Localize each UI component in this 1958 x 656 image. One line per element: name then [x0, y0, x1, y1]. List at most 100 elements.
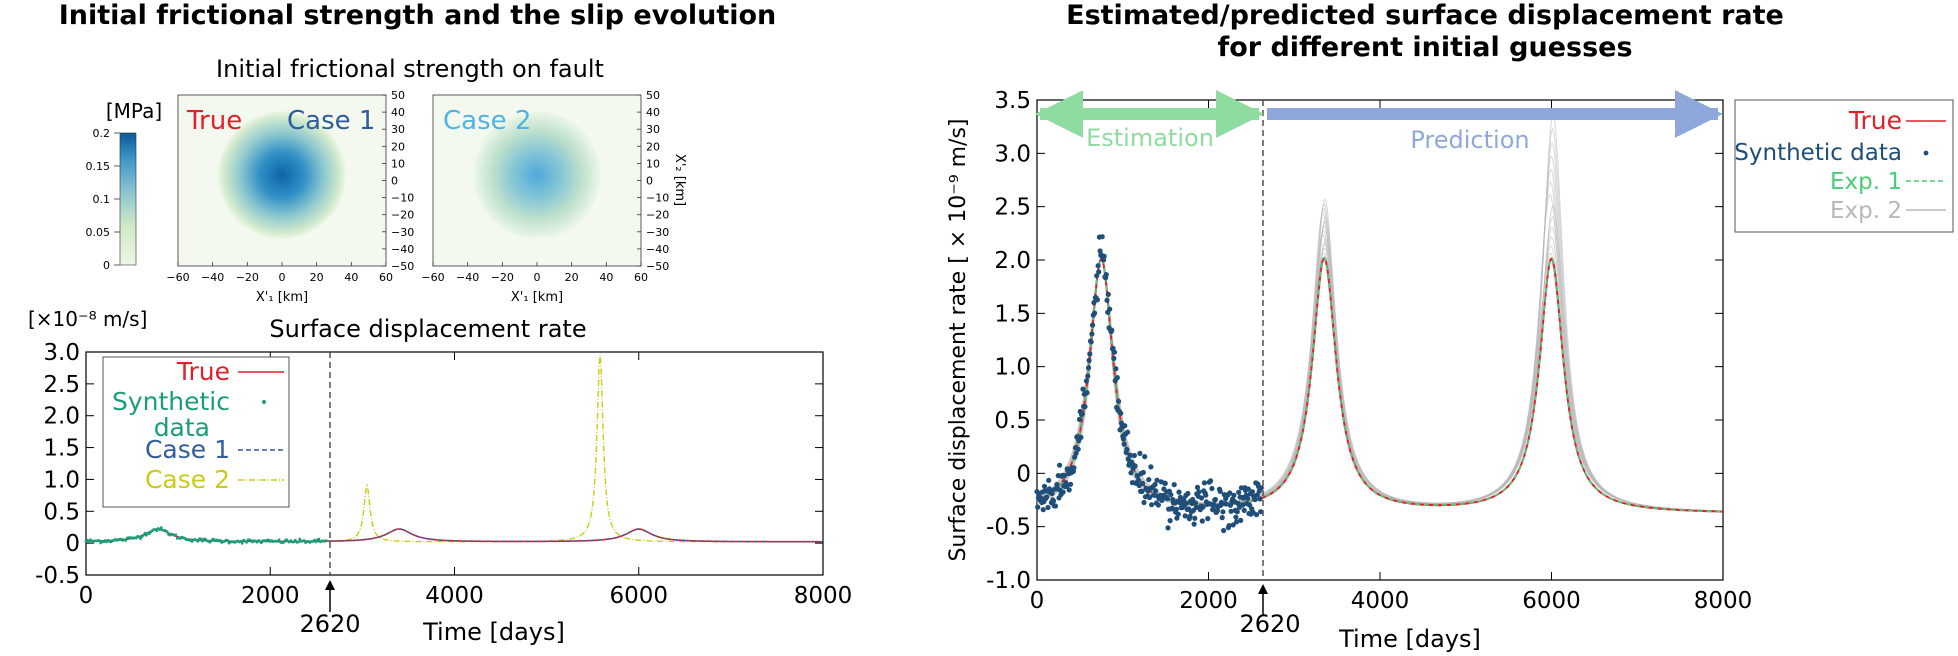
synthetic-data-point: [1220, 509, 1226, 515]
right-axes: 0 2000 4000 6000 80003.53.02.52.01.51.00.50-…: [986, 88, 1752, 614]
synthetic-data-point: [1046, 477, 1052, 483]
synthetic-data-point: [1153, 488, 1159, 494]
synthetic-data-point: [1196, 489, 1202, 495]
left-legend: [102, 356, 290, 508]
left-series: [84, 355, 823, 545]
synthetic-data-point: [1124, 446, 1130, 453]
synthetic-data-point: [1199, 518, 1205, 524]
series-exp2: [1036, 227, 1723, 512]
heatmap-x-tick-label: 20: [310, 271, 324, 284]
synthetic-data-point: [1183, 500, 1190, 506]
heatmap-x-tick-label: 20: [565, 271, 579, 284]
synthetic-data-point: [314, 540, 318, 544]
synthetic-data-point: [218, 539, 222, 542]
synthetic-data-point: [1209, 485, 1215, 492]
synthetic-data-point: [165, 530, 169, 534]
heatmap-x-tick-label: −40: [456, 271, 479, 284]
synthetic-data-point: [1120, 436, 1126, 442]
synthetic-data-point: [277, 538, 281, 542]
colorbar-tick-label: 0.2: [93, 127, 111, 140]
synthetic-data-point: [1095, 263, 1101, 269]
y-tick-label: 0: [1016, 461, 1031, 487]
heatmap-x-tick-label: 60: [379, 271, 393, 284]
heatmap-xlabel-1: X'₁ [km]: [256, 290, 308, 305]
synthetic-data-point: [1258, 485, 1264, 491]
synthetic-data-point: [1245, 486, 1251, 492]
synthetic-data-point: [1080, 386, 1086, 392]
heatmap-xlabel-2: X'₁ [km]: [511, 290, 563, 305]
synthetic-data-point: [1221, 527, 1227, 534]
left-panel-title: Initial frictional strength and the slip…: [58, 0, 777, 31]
left-marker-arrowhead: [325, 580, 335, 590]
right-legend-entries: True Synthetic data Exp. 1 Exp. 2: [1734, 106, 1946, 224]
synthetic-data-point: [1173, 506, 1179, 512]
heatmap-ylabel: X'₂ [km]: [672, 154, 687, 206]
series-exp2: [1036, 216, 1723, 512]
synthetic-data-point: [196, 539, 200, 543]
synthetic-data-point: [1101, 253, 1107, 259]
left-xlabel: Time [days]: [422, 618, 565, 646]
synthetic-data-point: [1257, 496, 1263, 502]
synthetic-data-point: [1191, 521, 1197, 527]
heatmap-y-tick-label: −20: [391, 209, 414, 222]
y-tick-label: 2.0: [994, 248, 1031, 274]
synthetic-data-point: [1236, 489, 1242, 495]
synthetic-data-point: [1211, 502, 1217, 508]
left-line-chart: [×10⁻⁸ m/s] Surface displacement rate 0 2…: [28, 307, 852, 646]
heatmap-y-tick-label: 0: [646, 175, 653, 188]
synthetic-data-point: [1089, 331, 1095, 337]
x-tick-label: 6000: [1522, 588, 1581, 614]
heatmap-x-tick-label: 60: [634, 271, 648, 284]
synthetic-data-point: [1054, 481, 1060, 488]
colorbar-tick-label: 0.1: [93, 193, 111, 206]
synthetic-data-point: [1230, 522, 1236, 528]
synthetic-data-point: [1155, 502, 1161, 508]
synthetic-data-point: [1238, 517, 1244, 524]
synthetic-data-point: [139, 537, 142, 540]
heatmap-y-tick-label: 50: [391, 89, 405, 102]
synthetic-data-point: [1154, 477, 1160, 483]
left-chart-title: Surface displacement rate: [269, 315, 586, 343]
x-tick-label: 0: [1030, 588, 1045, 614]
synthetic-data-point: [1167, 518, 1173, 524]
synthetic-data-point: [1140, 480, 1146, 487]
heatmap-case2: Case 2: [432, 94, 642, 267]
synthetic-data-point: [1114, 375, 1120, 381]
y-tick-label: 3.0: [43, 340, 80, 366]
synthetic-data-point: [1103, 272, 1109, 278]
synthetic-data-point: [1104, 297, 1110, 303]
synthetic-data-point: [1066, 487, 1072, 493]
synthetic-data-point: [1149, 502, 1155, 508]
series-exp2: [1036, 169, 1723, 512]
synthetic-data-point: [1045, 504, 1051, 511]
left-legend-label: data: [154, 413, 210, 442]
synthetic-data-point: [155, 529, 159, 533]
synthetic-data-point: [293, 538, 297, 542]
synthetic-data-point: [1171, 482, 1177, 488]
synthetic-data-point: [1061, 472, 1067, 479]
synthetic-data-point: [1092, 310, 1098, 316]
heatmap-x-tick-label: 0: [279, 271, 286, 284]
heatmap-y-tick-label: −50: [646, 260, 669, 273]
synthetic-data-point: [1142, 454, 1148, 460]
colorbar-tick-label: 0.15: [86, 160, 111, 173]
synthetic-data-point: [1233, 514, 1239, 520]
x-tick-label: 2000: [241, 583, 300, 609]
y-tick-label: 1.0: [994, 355, 1031, 381]
y-tick-label: -1.0: [986, 568, 1031, 594]
right-ylabel: Surface displacement rate [ × 10⁻⁹ m/s]: [946, 118, 971, 561]
left-legend-label: Synthetic: [112, 387, 230, 416]
y-tick-label: -0.5: [35, 563, 80, 589]
heatmap-x-tick-label: −40: [201, 271, 224, 284]
synthetic-data-point: [1087, 351, 1093, 357]
heatmap-y-tick-label: −10: [391, 192, 414, 205]
right-series: [1034, 114, 1724, 534]
colorbar-tick-label: 0: [103, 259, 110, 272]
heatmap-y-tick-label: 50: [646, 89, 660, 102]
synthetic-data-point: [1249, 489, 1255, 495]
synthetic-data-point: [245, 540, 249, 544]
heatmap-x-tick-label: −60: [166, 271, 189, 284]
